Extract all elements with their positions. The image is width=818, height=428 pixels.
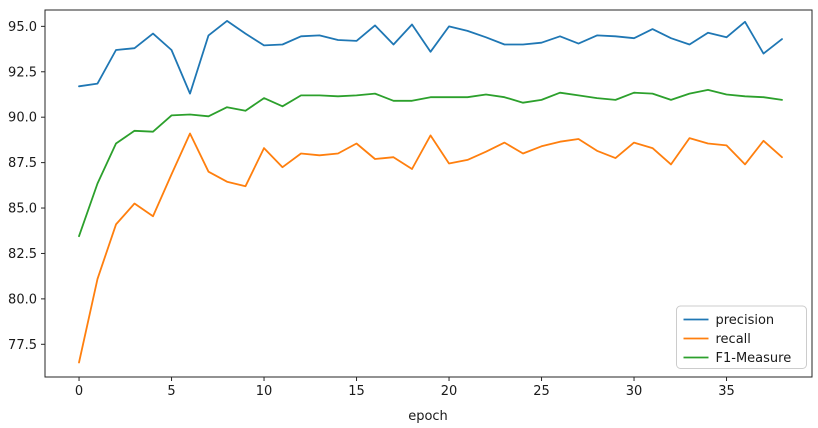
x-axis-label: epoch: [408, 409, 448, 424]
y-tick-label: 85.0: [8, 202, 37, 217]
y-tick-label: 77.5: [8, 338, 37, 353]
legend-label-precision: precision: [716, 313, 775, 328]
legend-label-recall: recall: [716, 332, 751, 347]
y-tick-label: 87.5: [8, 156, 37, 171]
precision-line: [78, 19, 783, 95]
x-tick-label: 35: [718, 384, 735, 399]
x-tick-label: 15: [348, 384, 365, 399]
y-tick-label: 90.0: [8, 111, 37, 126]
plot-border: [44, 9, 813, 378]
y-tick-label: 92.5: [8, 65, 37, 80]
legend-box: [676, 305, 807, 369]
x-tick-label: 25: [533, 384, 550, 399]
x-tick-label: 10: [256, 384, 273, 399]
y-tick-label: 82.5: [8, 247, 37, 262]
recall-line: [78, 132, 783, 364]
legend-label-F1-Measure: F1-Measure: [716, 351, 792, 366]
x-tick-label: 0: [75, 384, 83, 399]
y-tick-label: 95.0: [8, 20, 37, 35]
x-tick-label: 5: [167, 384, 175, 399]
F1-Measure-line: [78, 89, 783, 238]
x-tick-label: 30: [626, 384, 643, 399]
y-tick-label: 80.0: [8, 292, 37, 307]
x-tick-label: 20: [441, 384, 458, 399]
